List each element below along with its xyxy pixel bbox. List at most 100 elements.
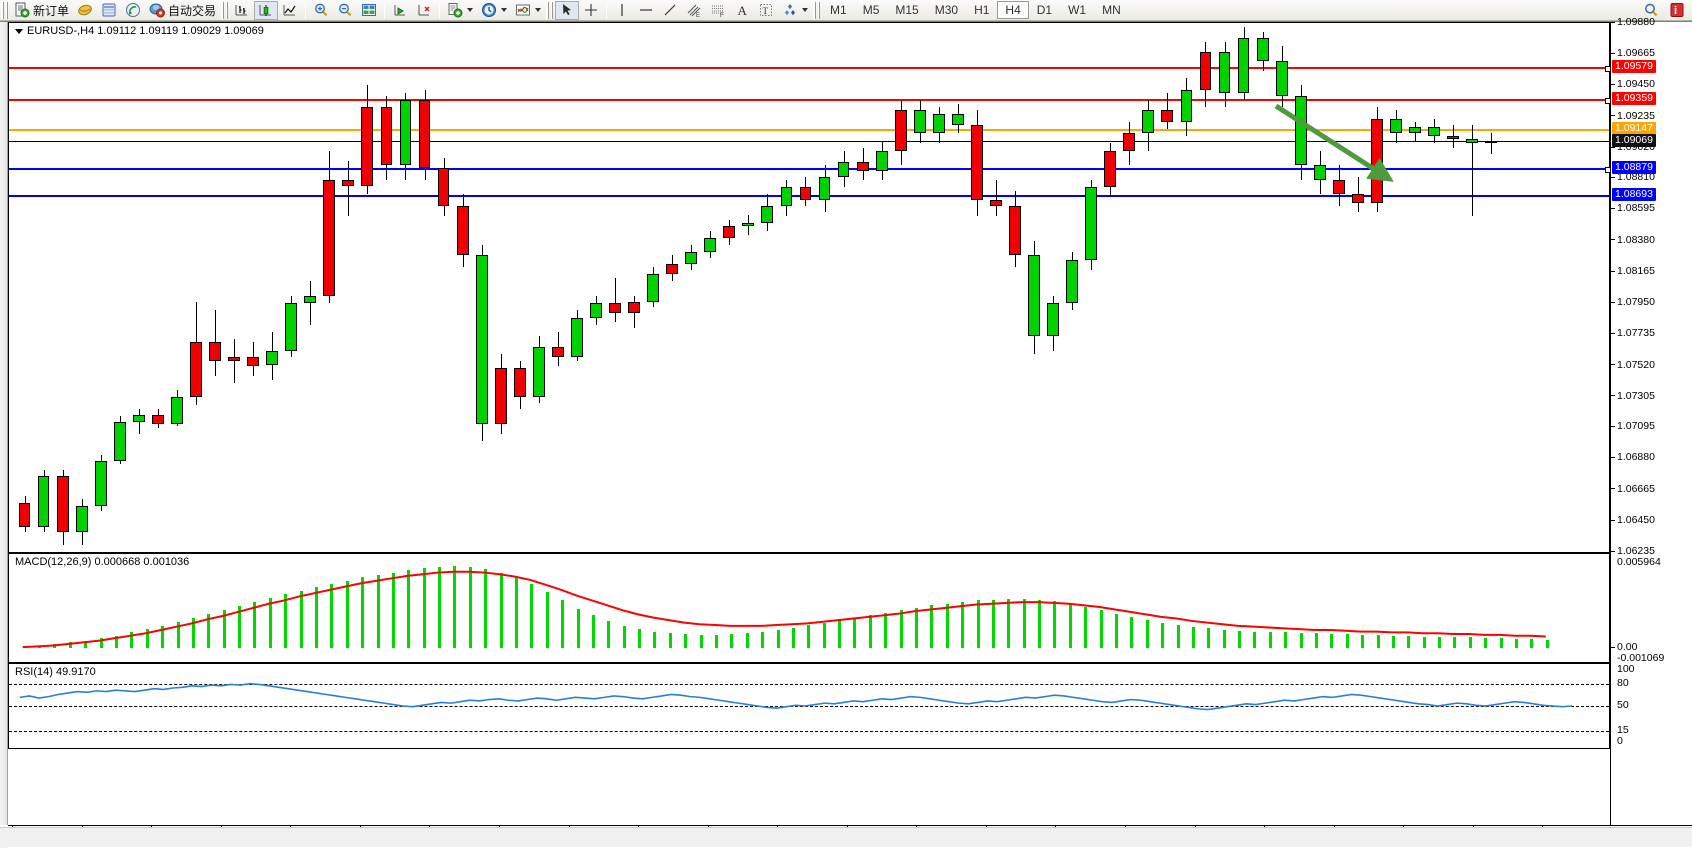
timeframe-button-m5[interactable]: M5 [862,3,880,17]
candle-body [247,356,259,366]
price-tick: 1.06665 [1611,483,1655,495]
price-tick: 1.06880 [1611,451,1655,463]
timeframe-button-m30[interactable]: M30 [934,3,959,17]
indicators-icon [447,2,463,18]
signal-button[interactable] [121,1,145,20]
zoom-in-icon [313,2,329,18]
macd-bar [361,577,364,648]
price-tick: 1.08165 [1611,265,1655,277]
level-handle[interactable] [1605,97,1611,104]
candle-body [932,114,945,134]
bar-chart-button[interactable] [230,1,254,20]
chart-shift-button[interactable] [388,1,412,20]
timeframe-button-m15[interactable]: M15 [895,3,919,17]
candlestick-button[interactable] [254,0,279,20]
zoom-in-button[interactable] [309,1,333,20]
macd-bar [700,634,703,648]
candle-body [304,295,317,304]
macd-bar [238,606,241,648]
objects-button[interactable] [778,1,812,20]
period-dropdown-caret[interactable] [501,8,508,12]
candle-body [1371,118,1383,203]
trendline-button[interactable] [658,1,682,20]
macd-bar [407,570,410,648]
svg-text:E: E [696,13,700,18]
candle-body [1104,150,1117,187]
timeframe-button-mn[interactable]: MN [1102,3,1121,17]
chart-left-rail [0,22,8,825]
candle-body [1066,259,1079,304]
templates-button[interactable] [511,1,545,20]
data-grid-button[interactable] [357,1,381,20]
cursor-icon [559,2,575,18]
hline-button[interactable] [634,1,658,20]
macd-bar [807,625,810,648]
price-level-line-resistance-2[interactable] [9,97,1611,104]
macd-bar [284,593,287,648]
macd-bar [223,610,226,648]
candle-body [209,342,221,362]
templates-dropdown-caret[interactable] [535,8,542,12]
zoom-out-button[interactable] [333,1,357,20]
price-level-line-support-1[interactable] [9,167,1611,174]
toolbar-right-group: i [1639,1,1692,20]
line-chart-button[interactable] [278,1,302,20]
macd-bar [1500,638,1503,648]
price-pane[interactable]: EURUSD-,H4 1.09112 1.09119 1.09029 1.090… [8,22,1611,553]
macd-bar [161,625,164,648]
new-order-button[interactable]: 新订单 [10,1,73,20]
label-button[interactable]: T [754,1,778,20]
toolbar-grip-2[interactable] [221,1,229,19]
price-level-line-pivot[interactable] [9,129,1609,132]
candle-body [571,317,583,357]
price-tick: 1.06235 [1611,545,1655,557]
timeframe-button-m1[interactable]: M1 [830,3,847,17]
timeframe-button-h1[interactable]: H1 [974,3,990,17]
price-tick: 1.07950 [1611,296,1655,308]
price-tick: 1.09665 [1611,47,1655,59]
macd-bar [684,634,687,648]
candle-body [990,200,1002,206]
macd-bar [1130,616,1133,648]
data-window-button[interactable] [97,1,121,20]
candle-body [513,368,526,398]
candle-body [685,252,698,264]
candle-body [532,346,545,398]
text-button[interactable]: A [730,1,754,20]
history-button[interactable] [73,1,97,20]
fibonacci-button[interactable]: F [706,1,730,20]
macd-bar [884,612,887,648]
autotrading-button[interactable]: 自动交易 [145,1,220,20]
collapse-icon[interactable] [15,28,23,34]
indicators-dropdown-caret[interactable] [467,8,474,12]
price-scale[interactable]: 1.09880 1.09665 1.09450 1.09235 1.09020 1.088… [1610,16,1692,825]
price-level-line-resistance-1[interactable] [9,65,1611,72]
trendline-icon [662,2,678,18]
toolbar-grip-3[interactable] [546,1,554,19]
price-level-line-current-price[interactable] [9,140,1609,142]
auto-scroll-button[interactable] [412,1,436,20]
candle-body [494,368,507,424]
rsi-pane[interactable]: RSI(14) 49.9170 [8,663,1610,749]
vline-button[interactable] [610,1,634,20]
level-handle[interactable] [1605,167,1611,174]
macd-bar [1315,633,1318,648]
toolbar-grip-4[interactable] [813,1,821,19]
crosshair-button[interactable] [579,1,603,20]
objects-dropdown-caret[interactable] [802,8,809,12]
toolbar-grip[interactable] [1,1,8,19]
search-button[interactable] [1639,1,1663,20]
macd-bar [930,605,933,648]
candle-body [1218,52,1231,93]
timeframe-button-d1[interactable]: D1 [1036,3,1053,17]
equidistant-channel-button[interactable]: E [682,1,706,20]
macd-pane[interactable]: MACD(12,26,9) 0.000668 0.001036 [8,553,1610,663]
help-button[interactable]: i [1665,1,1689,20]
chart-shift-icon [392,2,408,18]
timeframe-button-h4[interactable]: H4 [997,1,1029,19]
period-button[interactable] [477,1,511,20]
timeframe-button-w1[interactable]: W1 [1068,3,1087,17]
indicators-button[interactable] [443,1,477,20]
level-handle[interactable] [1605,65,1611,72]
cursor-button[interactable] [555,0,580,20]
